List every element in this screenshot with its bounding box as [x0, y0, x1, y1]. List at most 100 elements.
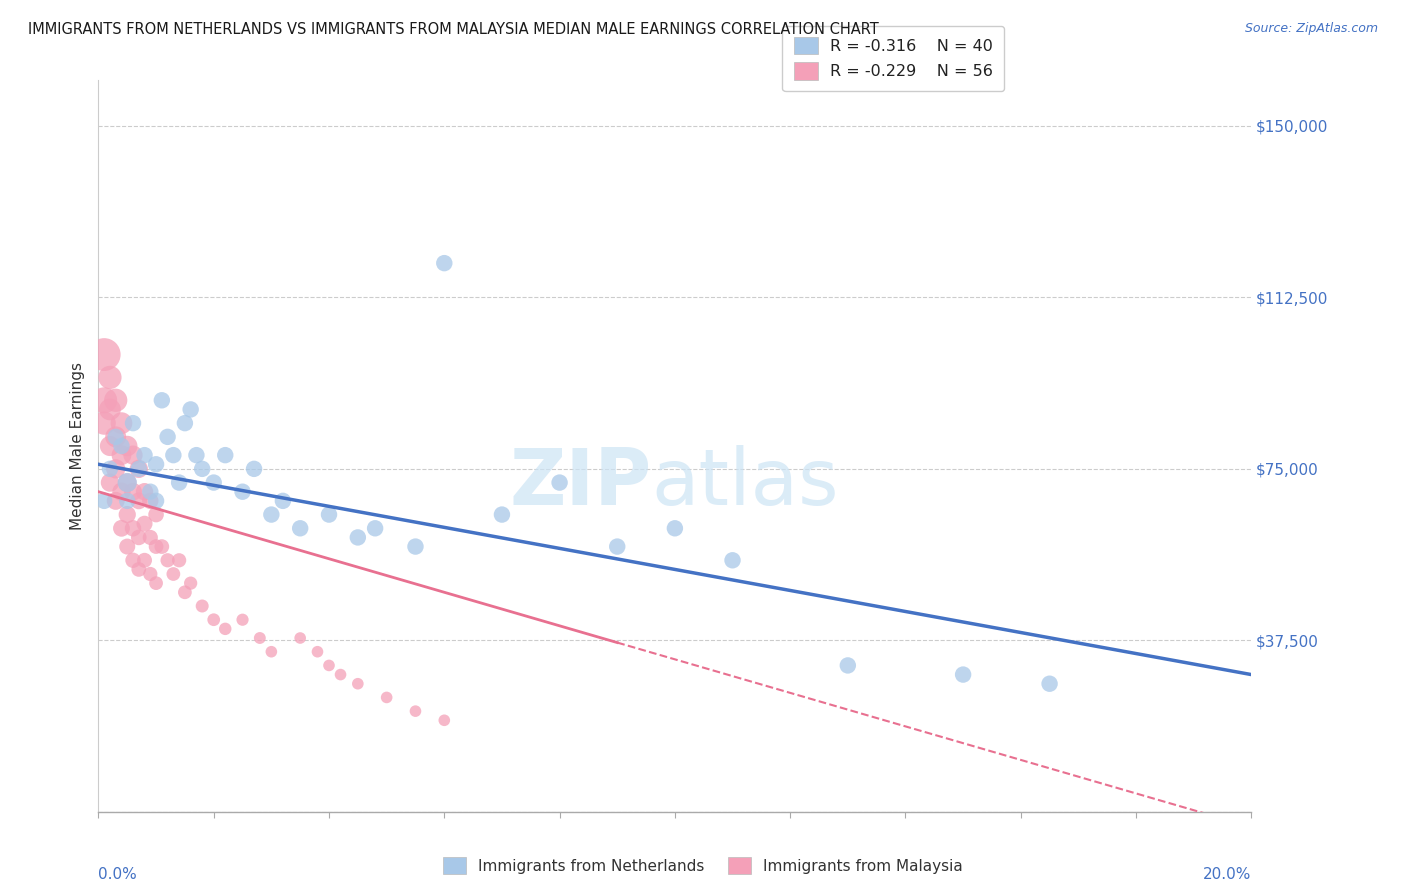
Point	[721, 553, 744, 567]
Point	[214, 448, 236, 462]
Point	[180, 402, 202, 417]
Point	[122, 416, 145, 430]
Point	[150, 393, 173, 408]
Legend: Immigrants from Netherlands, Immigrants from Malaysia: Immigrants from Netherlands, Immigrants …	[437, 851, 969, 880]
Point	[93, 347, 115, 362]
Point	[139, 484, 162, 499]
Point	[117, 475, 139, 490]
Point	[98, 370, 121, 384]
Point	[104, 493, 127, 508]
Point	[150, 540, 173, 554]
Point	[260, 645, 283, 659]
Point	[145, 540, 167, 554]
Point	[243, 462, 266, 476]
Point	[98, 462, 121, 476]
Point	[98, 402, 121, 417]
Point	[93, 493, 115, 508]
Point	[122, 448, 145, 462]
Y-axis label: Median Male Earnings: Median Male Earnings	[69, 362, 84, 530]
Point	[139, 493, 162, 508]
Point	[329, 667, 352, 681]
Point	[364, 521, 387, 535]
Point	[952, 667, 974, 681]
Point	[139, 530, 162, 544]
Point	[837, 658, 859, 673]
Point	[145, 508, 167, 522]
Point	[128, 462, 150, 476]
Text: Source: ZipAtlas.com: Source: ZipAtlas.com	[1244, 22, 1378, 36]
Point	[117, 475, 139, 490]
Point	[260, 508, 283, 522]
Point	[249, 631, 271, 645]
Point	[110, 484, 132, 499]
Point	[548, 475, 571, 490]
Point	[110, 448, 132, 462]
Point	[307, 645, 329, 659]
Point	[346, 530, 368, 544]
Text: ZIP: ZIP	[509, 444, 652, 521]
Point	[104, 393, 127, 408]
Point	[1039, 676, 1062, 690]
Point	[231, 484, 254, 499]
Point	[145, 576, 167, 591]
Point	[162, 567, 184, 582]
Point	[156, 553, 179, 567]
Point	[104, 430, 127, 444]
Point	[167, 553, 190, 567]
Point	[271, 493, 294, 508]
Text: 0.0%: 0.0%	[98, 867, 138, 881]
Point	[145, 457, 167, 471]
Point	[134, 448, 156, 462]
Point	[104, 462, 127, 476]
Point	[134, 484, 156, 499]
Point	[128, 493, 150, 508]
Point	[491, 508, 513, 522]
Point	[231, 613, 254, 627]
Point	[145, 493, 167, 508]
Point	[93, 416, 115, 430]
Text: atlas: atlas	[652, 444, 839, 521]
Point	[117, 540, 139, 554]
Point	[98, 439, 121, 453]
Point	[110, 416, 132, 430]
Point	[128, 462, 150, 476]
Point	[214, 622, 236, 636]
Point	[186, 448, 208, 462]
Point	[128, 530, 150, 544]
Point	[139, 567, 162, 582]
Text: IMMIGRANTS FROM NETHERLANDS VS IMMIGRANTS FROM MALAYSIA MEDIAN MALE EARNINGS COR: IMMIGRANTS FROM NETHERLANDS VS IMMIGRANT…	[28, 22, 879, 37]
Point	[110, 439, 132, 453]
Point	[174, 416, 197, 430]
Legend: R = -0.316    N = 40, R = -0.229    N = 56: R = -0.316 N = 40, R = -0.229 N = 56	[782, 26, 1004, 91]
Point	[122, 521, 145, 535]
Point	[290, 631, 312, 645]
Point	[117, 508, 139, 522]
Point	[174, 585, 197, 599]
Point	[664, 521, 686, 535]
Point	[318, 658, 340, 673]
Point	[122, 553, 145, 567]
Point	[93, 393, 115, 408]
Point	[156, 430, 179, 444]
Point	[405, 540, 427, 554]
Point	[122, 484, 145, 499]
Point	[290, 521, 312, 535]
Point	[202, 475, 225, 490]
Point	[191, 462, 214, 476]
Point	[128, 562, 150, 576]
Point	[433, 256, 456, 270]
Point	[202, 613, 225, 627]
Point	[433, 714, 456, 728]
Text: 20.0%: 20.0%	[1204, 867, 1251, 881]
Point	[346, 676, 368, 690]
Point	[110, 521, 132, 535]
Point	[318, 508, 340, 522]
Point	[104, 430, 127, 444]
Point	[98, 475, 121, 490]
Point	[405, 704, 427, 718]
Point	[134, 516, 156, 531]
Point	[606, 540, 628, 554]
Point	[117, 439, 139, 453]
Point	[162, 448, 184, 462]
Point	[167, 475, 190, 490]
